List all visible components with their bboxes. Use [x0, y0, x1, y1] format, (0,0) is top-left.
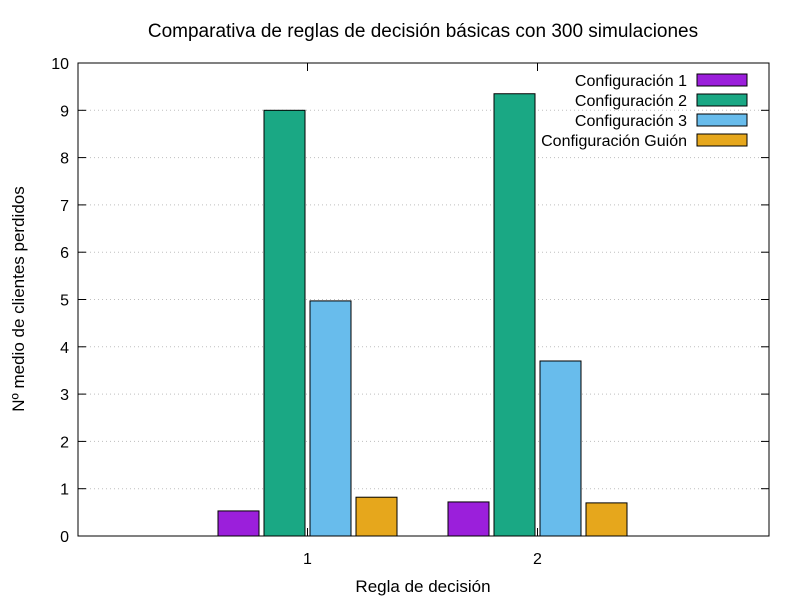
y-tick-label: 10 — [51, 56, 69, 73]
bar-config-1-rule-2 — [447, 501, 490, 537]
y-tick-label: 2 — [60, 434, 69, 451]
x-axis-label: Regla de decisión — [355, 577, 490, 596]
legend-label: Configuración Guión — [541, 133, 687, 150]
bar-config-3-rule-2 — [539, 360, 582, 537]
y-tick-label: 1 — [60, 482, 69, 499]
legend-swatch — [696, 93, 748, 107]
legend-label: Configuración 3 — [575, 113, 687, 130]
y-tick-label: 6 — [60, 245, 69, 262]
y-tick-label: 8 — [60, 151, 69, 168]
chart-title: Comparativa de reglas de decisión básica… — [148, 21, 698, 42]
y-tick-label: 0 — [60, 529, 69, 546]
y-tick-label: 4 — [60, 340, 69, 357]
legend: Configuración 1 Configuración 2 Configurac… — [541, 73, 748, 150]
x-tick-label: 1 — [303, 551, 312, 568]
legend-swatch — [696, 113, 748, 127]
axis-ticks: 0 1 2 3 4 5 6 7 8 9 10 1 2 — [51, 56, 769, 568]
legend-swatch — [696, 133, 748, 147]
y-tick-label: 5 — [60, 293, 69, 310]
x-tick-label: 2 — [533, 551, 542, 568]
grid-lines — [78, 109, 769, 490]
legend-label: Configuración 1 — [575, 73, 687, 90]
bars — [217, 93, 628, 537]
y-tick-label: 9 — [60, 103, 69, 120]
legend-swatch — [696, 73, 748, 87]
bar-config-2-rule-2 — [493, 93, 536, 537]
y-axis-label: Nº medio de clientes perdidos — [9, 186, 28, 411]
bar-config-1-rule-1 — [217, 510, 260, 537]
bar-config-3-rule-1 — [309, 300, 352, 537]
bar-config-4-rule-1 — [355, 496, 398, 537]
bar-config-2-rule-1 — [263, 109, 306, 537]
legend-label: Configuración 2 — [575, 93, 687, 110]
y-tick-label: 7 — [60, 198, 69, 215]
bar-config-4-rule-2 — [585, 502, 628, 537]
y-tick-label: 3 — [60, 387, 69, 404]
